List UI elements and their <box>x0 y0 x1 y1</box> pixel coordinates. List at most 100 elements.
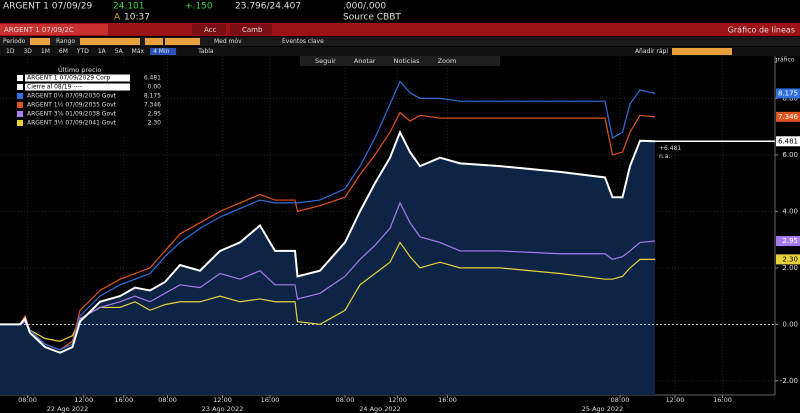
series-line <box>0 129 656 354</box>
y-tick-label: -2.00 <box>780 377 798 385</box>
annotation: n.a. <box>659 153 670 160</box>
range-button[interactable]: 1M <box>41 48 50 55</box>
y-tick-label: 2.00 <box>782 264 798 272</box>
action-button[interactable] <box>230 24 272 35</box>
value-flag <box>776 254 800 265</box>
setting-field[interactable] <box>30 38 50 45</box>
x-tick-label: 16:00 <box>261 396 280 404</box>
legend-value: 8.175 <box>144 93 161 100</box>
date-label: 22 Ago 2022 <box>47 405 89 413</box>
series-line <box>0 111 656 351</box>
x-tick-label: 08:00 <box>611 396 630 404</box>
yield: .000/.000 <box>343 2 386 12</box>
annotation: +6.481 <box>659 145 681 152</box>
action[interactable]: Acc <box>204 26 217 34</box>
change-chart[interactable]: Cmb gráfico <box>758 57 795 64</box>
action[interactable]: Camb <box>242 26 263 34</box>
y-tick-label: 6.00 <box>782 151 798 159</box>
setting-label[interactable]: Eventos clave <box>282 38 324 45</box>
range-button[interactable]: YTD <box>76 48 89 55</box>
ticker: ARGENT 1 07/09/29 <box>3 2 92 12</box>
plot: -2.000.002.004.006.008.0008:0012:0016:00… <box>0 56 800 413</box>
x-tick-label: 08:00 <box>158 396 177 404</box>
security[interactable]: ARGENT 1 07/09/2C <box>4 26 74 34</box>
date-label: 23 Ago 2022 <box>202 405 244 413</box>
legend-value: 6.481 <box>144 75 161 82</box>
setting-field[interactable] <box>145 38 163 45</box>
chart-tool[interactable]: Anotar <box>354 57 376 65</box>
value-flag-label: 7.346 <box>778 113 799 121</box>
range-button[interactable]: 1A <box>98 48 107 55</box>
value-flag <box>776 111 800 122</box>
range-selected[interactable]: 4 Min <box>153 48 170 55</box>
legend-value: 2.30 <box>148 120 162 127</box>
value-flag-label: 2.95 <box>782 237 798 245</box>
range-button[interactable]: 5A <box>115 48 124 55</box>
legend-name: Cierre al 08/19 ---- <box>27 84 82 91</box>
legend-swatch <box>17 102 23 108</box>
setting-field[interactable] <box>165 38 200 45</box>
y-tick-label: 4.00 <box>782 207 798 215</box>
source: Source CBBT <box>343 13 401 23</box>
series-line <box>0 80 656 351</box>
quote-bar <box>0 0 800 22</box>
settings-row <box>0 37 800 46</box>
chart-tool[interactable]: Seguir <box>315 57 336 65</box>
value-flag <box>776 136 800 147</box>
range-row <box>0 47 800 56</box>
x-tick-label: 08:00 <box>336 396 355 404</box>
range-button[interactable]: 6M <box>59 48 68 55</box>
date-label: 24 Ago 2022 <box>359 405 401 413</box>
setting-label[interactable]: Med móv <box>214 38 242 45</box>
time: 10:37 <box>124 13 150 23</box>
legend-name: ARGENT 1 07/09/2029 Corp <box>27 75 110 82</box>
range-button[interactable]: 3D <box>23 48 32 55</box>
x-tick-label: 12:00 <box>74 396 93 404</box>
legend-name: ARGENT 3½ 07/09/2041 Govt <box>27 120 117 127</box>
x-tick-label: 16:00 <box>438 396 457 404</box>
setting-label: Rango <box>56 38 75 45</box>
x-tick-label: 16:00 <box>114 396 133 404</box>
action-button[interactable] <box>192 24 226 35</box>
legend-value: 2.95 <box>148 111 162 118</box>
legend-swatch <box>17 84 23 90</box>
quick-add-field[interactable] <box>672 48 732 55</box>
bid-ask: 23.796/24.407 <box>235 2 301 12</box>
range-button[interactable]: Máx <box>132 48 145 55</box>
x-tick-label: 16:00 <box>713 396 732 404</box>
date-label: 25 Ago 2022 <box>582 405 624 413</box>
view-title: Gráfico de líneas <box>728 26 795 35</box>
chart-tools: Seguir Anotar Noticias Zoom <box>300 56 500 66</box>
tools-bar <box>300 56 500 66</box>
x-tick-label: 08:00 <box>18 396 37 404</box>
range-selected-box[interactable] <box>150 48 177 55</box>
x-tick-label: 12:00 <box>388 396 407 404</box>
value-flag <box>776 236 800 247</box>
value-flag <box>776 88 800 99</box>
legend-swatch <box>17 120 23 126</box>
legend-value: 0.00 <box>148 84 162 91</box>
change: +.150 <box>185 2 213 12</box>
legend-name: ARGENT 1½ 07/09/2035 Govt <box>27 102 117 109</box>
table-button[interactable]: Tabla <box>197 48 214 55</box>
legend-title: Último precio <box>58 65 101 74</box>
range-button[interactable]: 1D <box>6 48 15 55</box>
legend-swatch <box>17 75 23 81</box>
legend-name-box <box>25 74 130 82</box>
legend-name: ARGENT 3⅝ 01/09/2038 Govt <box>27 111 117 118</box>
price: 24.101 <box>113 2 145 12</box>
quick-add[interactable]: Añadir rápi <box>635 48 668 55</box>
chart-tool[interactable]: Zoom <box>438 57 457 65</box>
chart-tool[interactable]: Noticias <box>394 57 421 65</box>
value-flag-label: 6.481 <box>778 137 798 145</box>
setting-field[interactable] <box>80 38 140 45</box>
legend-value: 7.346 <box>144 102 161 109</box>
setting-label: Periodo <box>3 38 26 45</box>
x-tick-label: 12:00 <box>666 396 685 404</box>
security-box[interactable] <box>0 24 108 35</box>
toolbar <box>0 23 800 36</box>
value-flag-label: 2.30 <box>782 255 798 263</box>
